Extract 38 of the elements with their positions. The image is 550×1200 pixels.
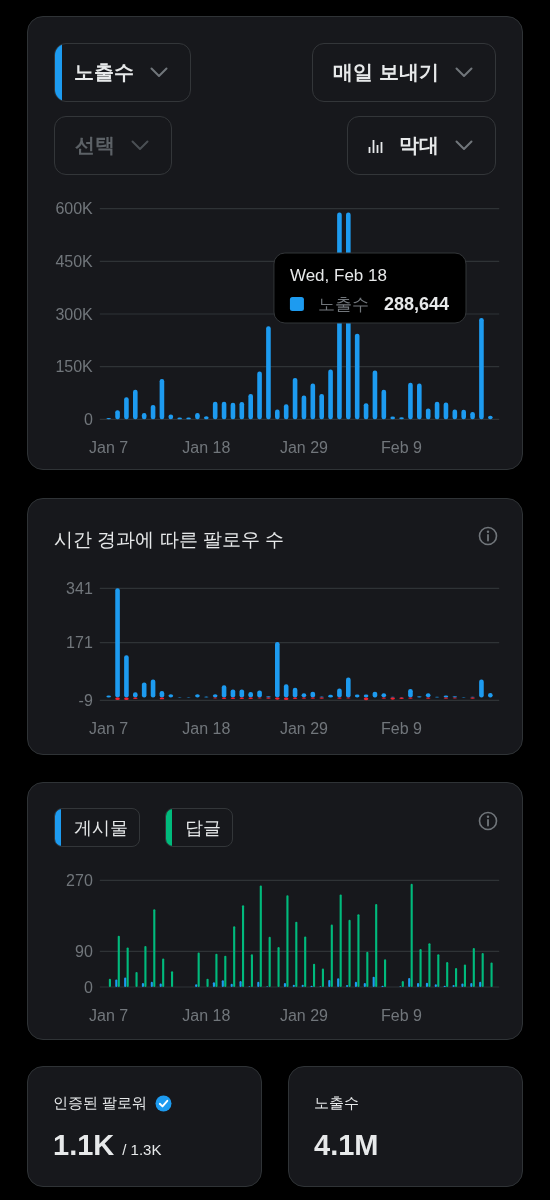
x-tick-label: Jan 29 [279, 438, 329, 456]
text: 1.1K [53, 1129, 115, 1162]
y-tick-label: 300K [55, 305, 94, 323]
chart-title: 시간 경과에 따른 팔로우 수 [54, 528, 285, 550]
text: 선택 [75, 133, 115, 158]
x-tick-label: Jan 18 [182, 438, 231, 456]
y-tick-label: 90 [75, 942, 93, 960]
y-tick-label: 150K [55, 358, 94, 376]
x-tick-label: Jan 18 [182, 719, 231, 737]
x-tick-label: Feb 9 [381, 1006, 423, 1024]
y-tick-label: 0 [83, 978, 93, 996]
x-tick-label: Jan 29 [279, 1006, 329, 1024]
legend-label: 게시물 [74, 816, 128, 840]
x-tick-label: Jan 7 [89, 438, 129, 456]
annotation: Wed, Feb 18 [289, 265, 387, 285]
chart-title: 노출수 [74, 60, 134, 85]
y-tick-label: 450K [55, 252, 94, 270]
text: 4.1M [314, 1129, 379, 1162]
legend-label: 답글 [185, 816, 221, 840]
x-tick-label: Jan 29 [279, 719, 329, 737]
annotation: 288,644 [383, 294, 449, 314]
y-tick-label: 0 [83, 410, 93, 428]
legend-label: 노출수 [317, 294, 369, 314]
x-tick-label: Jan 7 [89, 1006, 129, 1024]
text: 인증된 팔로워 [53, 1094, 148, 1113]
y-tick-label: 270 [66, 871, 93, 889]
text: / 1.3K [122, 1141, 162, 1158]
x-tick-label: Feb 9 [381, 438, 423, 456]
text: 막대 [399, 133, 439, 158]
text: 매일 보내기 [333, 60, 439, 85]
y-tick-label: -9 [78, 691, 93, 709]
y-tick-label: 341 [66, 579, 93, 597]
x-tick-label: Feb 9 [381, 719, 423, 737]
y-tick-label: 171 [66, 634, 93, 652]
x-tick-label: Jan 18 [182, 1006, 231, 1024]
y-tick-label: 600K [55, 200, 94, 218]
x-tick-label: Jan 7 [89, 719, 129, 737]
text: 노출수 [314, 1094, 359, 1113]
